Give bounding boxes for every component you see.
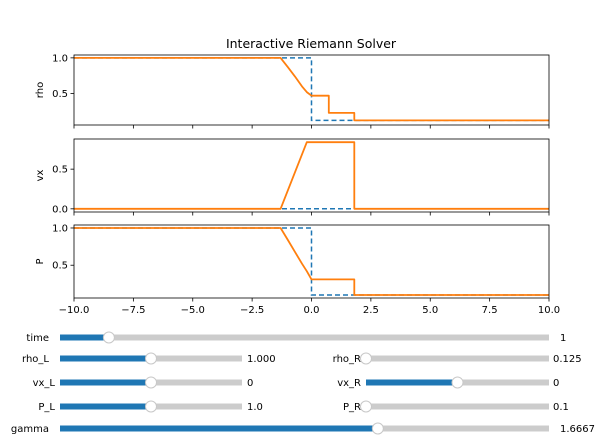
p-r-slider-label: P_R bbox=[343, 402, 361, 413]
rho-r-slider-value: 0.125 bbox=[553, 354, 582, 365]
gamma-slider[interactable]: gamma 1.6667 bbox=[11, 422, 595, 435]
vx-ytick-label: 0.0 bbox=[52, 204, 68, 215]
p-r-slider-knob[interactable] bbox=[360, 400, 372, 413]
p-ticks: 0.5 1.0 bbox=[52, 223, 74, 272]
vx-r-slider-label: vx_R bbox=[337, 378, 361, 389]
rho-l-slider-value: 1.000 bbox=[247, 354, 276, 365]
p-l-slider-knob[interactable] bbox=[145, 400, 157, 413]
rho-solution-line bbox=[74, 57, 549, 122]
time-slider-track[interactable] bbox=[60, 334, 549, 341]
vx-solution-line bbox=[74, 141, 549, 210]
p-ylabel: P bbox=[35, 258, 46, 264]
vx-ylabel: vx bbox=[35, 170, 46, 182]
time-slider-fill bbox=[60, 334, 109, 341]
time-slider-label: time bbox=[26, 333, 49, 344]
x-tick-label: 5.0 bbox=[422, 305, 438, 316]
gamma-slider-fill bbox=[60, 425, 378, 432]
p-r-slider[interactable]: P_R 0.1 bbox=[343, 400, 569, 413]
chart-title: Interactive Riemann Solver bbox=[226, 36, 397, 51]
vx-solution-series bbox=[74, 141, 549, 210]
vx-panel: 0.0 0.5 vx bbox=[35, 138, 550, 216]
x-tick-label: 2.5 bbox=[363, 305, 379, 316]
vx-r-slider-knob[interactable] bbox=[451, 376, 464, 389]
p-l-slider[interactable]: P_L 1.0 bbox=[38, 400, 263, 413]
rho-r-slider-label: rho_R bbox=[333, 354, 361, 365]
p-r-slider-value: 0.1 bbox=[553, 402, 569, 413]
rho-l-slider-fill bbox=[60, 355, 151, 362]
vx-ytick-label: 0.5 bbox=[52, 165, 68, 176]
p-l-slider-fill bbox=[60, 403, 151, 410]
x-tick-label: 7.5 bbox=[482, 305, 498, 316]
rho-ticks: 0.5 1.0 bbox=[52, 53, 550, 129]
rho-axes-frame bbox=[73, 54, 550, 126]
rho-ylabel: rho bbox=[35, 82, 46, 98]
rho-panel: 0.5 1.0 rho bbox=[35, 53, 550, 129]
rho-l-slider[interactable]: rho_L 1.000 bbox=[22, 352, 276, 365]
vx-ticks: 0.0 0.5 bbox=[52, 165, 550, 216]
p-ytick-label: 0.5 bbox=[52, 261, 68, 272]
vx-l-slider-fill bbox=[60, 379, 151, 386]
vx-axes-frame bbox=[73, 138, 550, 213]
time-slider[interactable]: time 1 bbox=[26, 331, 566, 344]
gamma-slider-knob[interactable] bbox=[371, 422, 384, 435]
p-r-slider-track[interactable] bbox=[366, 403, 549, 410]
p-l-slider-label: P_L bbox=[38, 402, 55, 413]
x-tick-label: −7.5 bbox=[121, 305, 145, 316]
gamma-slider-value: 1.6667 bbox=[560, 424, 595, 435]
x-axis-ticks: −10.0 −7.5 −5.0 −2.5 0.0 2.5 5.0 7.5 10.0 bbox=[59, 298, 560, 316]
vx-l-slider-knob[interactable] bbox=[145, 376, 157, 389]
x-tick-label: 10.0 bbox=[538, 305, 560, 316]
x-tick-label: −2.5 bbox=[240, 305, 264, 316]
vx-l-slider-value: 0 bbox=[247, 378, 253, 389]
p-ytick-label: 1.0 bbox=[52, 223, 68, 234]
x-tick-label: −5.0 bbox=[181, 305, 205, 316]
p-solution-line bbox=[74, 227, 549, 296]
rho-ytick-label: 1.0 bbox=[52, 53, 68, 64]
vx-r-slider[interactable]: vx_R 0 bbox=[337, 376, 559, 389]
rho-r-slider-track[interactable] bbox=[366, 355, 549, 362]
vx-l-slider-label: vx_L bbox=[33, 378, 56, 389]
x-tick-label: −10.0 bbox=[59, 305, 90, 316]
rho-l-slider-knob[interactable] bbox=[145, 352, 157, 365]
p-l-slider-value: 1.0 bbox=[247, 402, 263, 413]
vx-l-slider[interactable]: vx_L 0 bbox=[33, 376, 254, 389]
rho-solution-series bbox=[74, 57, 549, 122]
rho-r-slider-knob[interactable] bbox=[360, 352, 372, 365]
rho-ytick-label: 0.5 bbox=[52, 89, 68, 100]
time-slider-knob[interactable] bbox=[102, 331, 115, 344]
vx-r-slider-fill bbox=[366, 379, 458, 386]
time-slider-value: 1 bbox=[560, 333, 566, 344]
rho-l-slider-label: rho_L bbox=[22, 354, 49, 365]
x-tick-label: 0.0 bbox=[304, 305, 320, 316]
rho-r-slider[interactable]: rho_R 0.125 bbox=[333, 352, 582, 365]
vx-r-slider-value: 0 bbox=[553, 378, 559, 389]
p-solution-series bbox=[74, 227, 549, 296]
gamma-slider-label: gamma bbox=[11, 424, 49, 435]
